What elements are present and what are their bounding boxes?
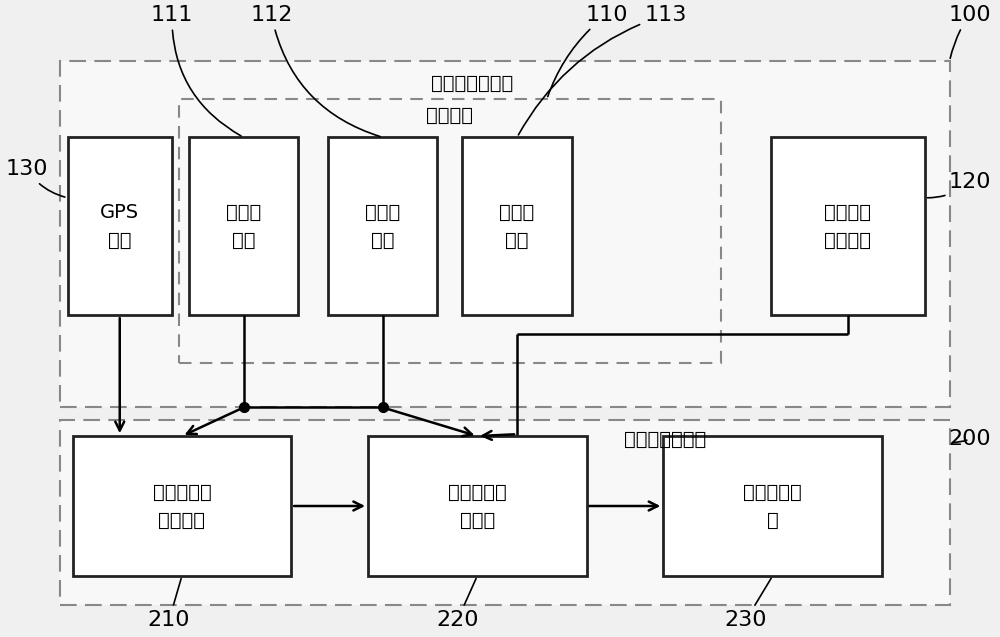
Text: 111: 111	[151, 4, 241, 136]
Text: 113: 113	[518, 4, 687, 135]
Bar	[179, 99, 721, 363]
Text: 姿态传
感器: 姿态传 感器	[226, 203, 261, 250]
Text: 三维建模单
元: 三维建模单 元	[743, 482, 802, 529]
Bar	[771, 138, 925, 315]
Bar	[462, 138, 572, 315]
Bar	[60, 61, 950, 408]
Text: 100: 100	[948, 4, 991, 59]
Bar	[68, 138, 172, 315]
Text: 可移动扫描设备: 可移动扫描设备	[431, 74, 513, 93]
Text: 120: 120	[928, 172, 991, 198]
Text: 110: 110	[548, 4, 628, 97]
Text: 距离传
感器: 距离传 感器	[499, 203, 535, 250]
Bar	[73, 436, 291, 576]
Text: 230: 230	[724, 578, 771, 631]
Text: 速度传
感器: 速度传 感器	[365, 203, 400, 250]
Text: GPS
模块: GPS 模块	[100, 203, 139, 250]
Bar	[663, 436, 882, 576]
Text: 112: 112	[250, 4, 380, 136]
Text: 同时定位与
制图单元: 同时定位与 制图单元	[153, 482, 211, 529]
Text: 三维点云
扫描仪器: 三维点云 扫描仪器	[824, 203, 871, 250]
Text: 三维点云配
准单元: 三维点云配 准单元	[448, 482, 507, 529]
Bar	[189, 138, 298, 315]
Text: 200: 200	[948, 429, 991, 449]
Text: 220: 220	[436, 578, 479, 631]
Bar	[60, 420, 950, 605]
Text: 第一信号处理器: 第一信号处理器	[624, 430, 706, 448]
Bar	[328, 138, 437, 315]
Text: 130: 130	[6, 159, 65, 197]
Text: 传感组件: 传感组件	[426, 106, 473, 125]
Text: 210: 210	[148, 578, 190, 631]
Bar	[368, 436, 587, 576]
